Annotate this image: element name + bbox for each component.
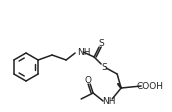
Text: O: O xyxy=(85,75,92,84)
Text: S: S xyxy=(101,62,107,71)
Text: NH: NH xyxy=(77,47,91,56)
Text: S: S xyxy=(98,39,104,47)
Text: NH: NH xyxy=(102,97,116,106)
Text: COOH: COOH xyxy=(137,82,164,90)
